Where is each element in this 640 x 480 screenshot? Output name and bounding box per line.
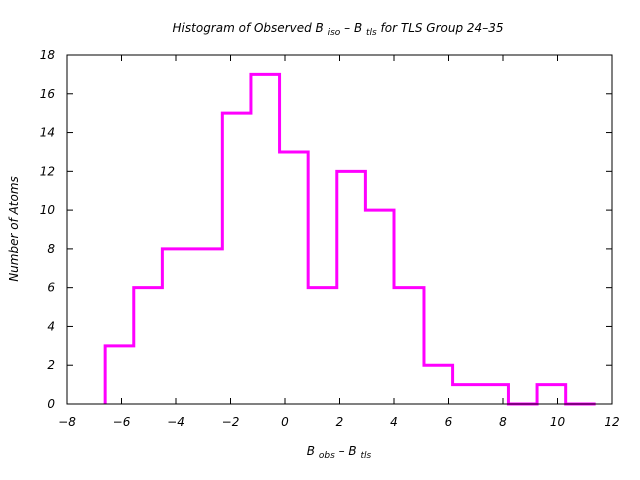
plot-frame bbox=[66, 54, 613, 405]
histogram-bin bbox=[394, 288, 424, 404]
histogram-bin bbox=[365, 210, 394, 404]
x-tick-label: −8 bbox=[58, 415, 76, 429]
histogram-bin bbox=[251, 74, 280, 404]
histogram-bin bbox=[162, 249, 192, 404]
chart-title-suffix: for TLS Group 24–35 bbox=[381, 21, 504, 35]
x-axis-label-sub-tls: tls bbox=[360, 451, 371, 461]
x-tick-label: −2 bbox=[222, 415, 240, 429]
histogram-bin bbox=[453, 385, 482, 404]
histogram-bin bbox=[337, 171, 366, 404]
y-tick-label: 6 bbox=[47, 281, 55, 295]
axes-layer: −8 −6 −4 −2 0 2 4 6 8 10 12 0 2 4 6 8 10 12 14 16 18 bbox=[40, 48, 620, 429]
y-tick-label: 4 bbox=[47, 319, 55, 333]
x-axis-label: B obs – B tls bbox=[307, 444, 372, 461]
y-axis-label: Number of Atoms bbox=[7, 176, 21, 282]
histogram-bin bbox=[105, 346, 134, 404]
x-tick-label: 12 bbox=[604, 415, 619, 429]
x-tick-label: 10 bbox=[550, 415, 566, 429]
chart-title-prefix: Histogram of Observed B bbox=[173, 21, 324, 35]
y-tick-label: 8 bbox=[47, 242, 55, 256]
y-tick-label: 16 bbox=[40, 87, 56, 101]
y-tick-label: 0 bbox=[47, 397, 55, 411]
histogram-bin bbox=[308, 288, 337, 404]
x-axis-label-sub-obs: obs bbox=[319, 451, 335, 461]
y-tick-label: 18 bbox=[40, 48, 56, 62]
x-axis-label-b: B bbox=[307, 444, 315, 458]
chart-title-sub-tls: tls bbox=[366, 28, 377, 38]
histogram-bin bbox=[280, 152, 309, 404]
data-layer bbox=[103, 72, 596, 406]
y-tick-label: 2 bbox=[47, 358, 55, 372]
chart-title-sub-iso: iso bbox=[328, 28, 341, 38]
histogram-bin bbox=[192, 249, 222, 404]
histogram-outline bbox=[103, 72, 596, 406]
chart-title-middle: – B bbox=[344, 21, 362, 35]
x-tick-label: 0 bbox=[281, 415, 289, 429]
x-tick-label: −6 bbox=[113, 415, 131, 429]
x-tick-label: 6 bbox=[445, 415, 453, 429]
histogram-bin bbox=[481, 385, 508, 404]
histogram-bin bbox=[134, 288, 163, 404]
y-tick-label: 14 bbox=[40, 126, 55, 140]
x-axis-label-middle: – B bbox=[339, 444, 357, 458]
chart-title: Histogram of Observed B iso – B tls for … bbox=[173, 21, 504, 38]
x-tick-label: 2 bbox=[336, 415, 344, 429]
x-tick-label: 8 bbox=[499, 415, 507, 429]
histogram-bin bbox=[222, 113, 251, 404]
x-tick-label: 4 bbox=[390, 415, 398, 429]
histogram-bin bbox=[424, 365, 453, 404]
y-tick-label: 12 bbox=[40, 164, 55, 178]
x-tick-label: −4 bbox=[167, 415, 185, 429]
histogram-bin bbox=[537, 385, 566, 404]
y-tick-label: 10 bbox=[40, 203, 56, 217]
